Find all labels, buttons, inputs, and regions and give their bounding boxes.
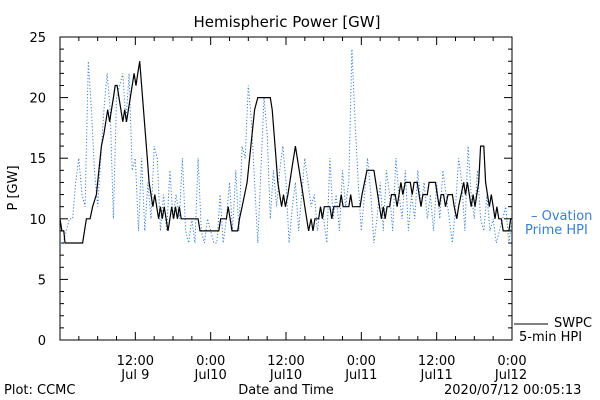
x-tick-time-label: 0:00 xyxy=(347,354,376,369)
x-axis-label: Date and Time xyxy=(238,383,334,398)
legend-swpc-line1: SWPC xyxy=(554,316,592,331)
x-tick-time-label: 12:00 xyxy=(418,354,455,369)
y-axis-ticks: 0 5 10 15 20 25 xyxy=(29,31,512,349)
chart-title: Hemispheric Power [GW] xyxy=(194,13,381,31)
y-tick-label: 10 xyxy=(29,213,46,228)
x-tick-date-label: Jul11 xyxy=(420,368,453,383)
plot-frame xyxy=(59,36,513,341)
x-tick-date-label: Jul12 xyxy=(494,368,527,383)
x-tick-time-label: 12:00 xyxy=(267,354,304,369)
y-tick-label: 20 xyxy=(29,92,46,107)
y-tick-label: 15 xyxy=(29,152,46,167)
legend-swpc: SWPC 5-min HPI xyxy=(514,316,592,345)
plot-credit: Plot: CCMC xyxy=(4,383,75,398)
series-layer xyxy=(59,49,513,244)
x-tick-time-label: 0:00 xyxy=(497,354,526,369)
x-tick-date-label: Jul10 xyxy=(194,368,227,383)
x-tick-time-label: 12:00 xyxy=(117,354,154,369)
y-tick-label: 5 xyxy=(38,273,46,288)
x-tick-date-label: Jul10 xyxy=(269,368,302,383)
legend-swpc-line2: 5-min HPI xyxy=(519,330,582,345)
legend-ovation-line1: – Ovation xyxy=(531,209,592,224)
legend-ovation-line2: Prime HPI xyxy=(525,223,588,238)
y-tick-label: 0 xyxy=(38,334,46,349)
x-tick-time-label: 0:00 xyxy=(196,354,225,369)
x-tick-date-label: Jul11 xyxy=(344,368,377,383)
legend-ovation: – Ovation Prime HPI xyxy=(525,209,592,238)
swpc-series-line xyxy=(59,61,512,244)
x-tick-date-label: Jul 9 xyxy=(120,368,149,383)
ovation-prime-series-line xyxy=(60,49,513,244)
y-tick-label: 25 xyxy=(29,31,46,46)
timestamp: 2020/07/12 00:05:13 xyxy=(444,383,581,398)
y-axis-label: P [GW] xyxy=(6,165,21,210)
